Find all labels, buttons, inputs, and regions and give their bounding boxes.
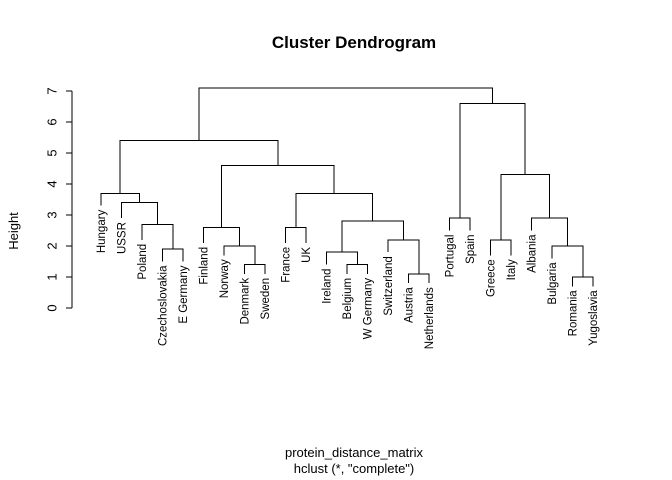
leaf-label: Hungary: [96, 209, 108, 253]
leaf-label: Bulgaria: [547, 262, 559, 305]
leaf-label: Finland: [199, 247, 211, 285]
dendrogram-branch: [119, 140, 279, 194]
dendrogram-branch: [203, 226, 240, 246]
leaf-label: USSR: [117, 222, 129, 254]
leaf-label: Greece: [486, 259, 498, 297]
leaf-label: Poland: [137, 244, 149, 280]
leaf-label: Albania: [527, 234, 539, 273]
x-axis-label: protein_distance_matrix: [285, 445, 424, 460]
leaf-label: Italy: [506, 259, 518, 280]
leaf-label: Sweden: [260, 278, 272, 320]
y-tick-label: 7: [45, 87, 60, 94]
leaf-label: Switzerland: [383, 256, 395, 315]
dendrogram-branch: [162, 248, 184, 262]
y-axis: 0 1 2 3 4 5 6 7: [45, 87, 73, 312]
dendrogram-branch: [572, 276, 594, 287]
dendrogram-branch: [295, 192, 374, 228]
dendrogram-branch: [326, 251, 358, 265]
dendrogram-branch: [408, 273, 430, 284]
y-axis-label: Height: [6, 212, 21, 250]
leaf-label: France: [281, 247, 293, 283]
leaf-label: Denmark: [240, 278, 252, 325]
leaf-label: Yugoslavia: [588, 290, 600, 346]
dendrogram-branch: [341, 220, 404, 253]
dendrogram-branch: [198, 87, 493, 141]
dendrogram-branch: [459, 102, 526, 219]
leaf-label: Czechoslovakia: [158, 265, 170, 346]
leaf-label: Norway: [219, 259, 231, 298]
leaf-labels: Hungary USSR Poland Czechoslovakia E Germany…: [96, 209, 600, 349]
leaf-label: Austria: [404, 287, 416, 323]
dendrogram-branch: [121, 202, 158, 225]
dendrogram-branch: [285, 226, 307, 243]
y-tick-label: 2: [45, 242, 60, 249]
dendrogram-branch: [346, 264, 368, 274]
dendrogram-branch: [220, 164, 335, 228]
y-tick-label: 5: [45, 149, 60, 156]
dendrogram-branch: [100, 192, 140, 206]
leaf-label: E Germany: [178, 265, 190, 323]
method-sublabel: hclust (*, "complete"): [294, 461, 415, 476]
dendrogram-branch: [500, 174, 550, 240]
dendrogram-branch: [449, 217, 471, 231]
leaf-label: Portugal: [445, 235, 457, 278]
leaf-label: UK: [301, 247, 313, 263]
y-tick-label: 3: [45, 211, 60, 218]
leaf-label: Ireland: [322, 269, 334, 304]
y-tick-label: 0: [45, 304, 60, 311]
leaf-label: Spain: [465, 235, 477, 264]
chart-title: Cluster Dendrogram: [272, 33, 436, 52]
leaf-label: W Germany: [363, 278, 375, 340]
y-tick-label: 4: [45, 180, 60, 187]
y-tick-label: 6: [45, 118, 60, 125]
leaf-label: Netherlands: [424, 287, 436, 349]
dendrogram-branch: [490, 239, 512, 256]
dendrogram-branches: [100, 87, 594, 287]
leaf-label: Belgium: [342, 278, 354, 320]
leaf-label: Romania: [568, 290, 580, 337]
dendrogram-branch: [244, 264, 266, 274]
y-tick-label: 1: [45, 273, 60, 280]
